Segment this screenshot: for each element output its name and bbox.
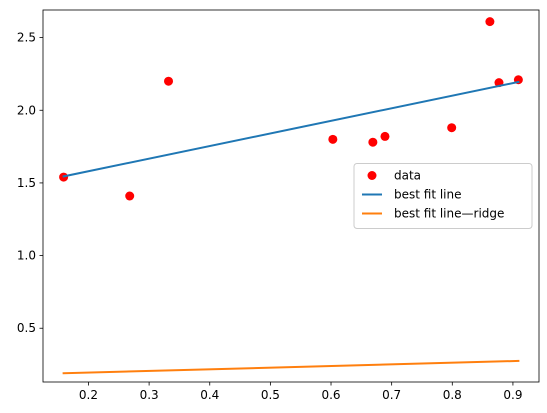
- x-tick-label: 0.7: [382, 388, 401, 402]
- x-tick-label: 0.8: [443, 388, 462, 402]
- x-tick-label: 0.6: [321, 388, 340, 402]
- x-tick-label: 0.3: [140, 388, 159, 402]
- y-tick-label: 1.5: [17, 176, 36, 190]
- x-tick-label: 0.5: [261, 388, 280, 402]
- x-tick-label: 0.2: [79, 388, 98, 402]
- legend-marker: [367, 171, 377, 180]
- series-layer: [59, 17, 523, 375]
- legend-box: [353, 163, 533, 229]
- data-point: [328, 134, 338, 144]
- y-tick-label: 0.5: [17, 321, 36, 335]
- data-point: [125, 191, 135, 201]
- data-point: [447, 123, 457, 133]
- ridge-fit-line: [62, 359, 520, 375]
- data-point: [485, 17, 495, 27]
- legend: data best fit line best fit line—ridge: [353, 163, 533, 229]
- x-tick-label: 0.9: [503, 388, 522, 402]
- x-tick-label: 0.4: [200, 388, 219, 402]
- data-point: [368, 137, 378, 147]
- y-tick-label: 1.0: [17, 249, 36, 263]
- plot-frame: [42, 9, 540, 383]
- legend-label: best fit line—ridge: [394, 207, 504, 221]
- y-tick-label: 2.5: [17, 31, 36, 45]
- y-tick-label: 2.0: [17, 103, 36, 117]
- best-fit-line: [62, 80, 520, 178]
- data-point: [380, 131, 390, 141]
- legend-label: data: [394, 169, 421, 183]
- legend-label: best fit line: [394, 188, 462, 202]
- axes-layer: 0.2 0.3 0.4 0.5 0.6 0.7 0.8 0.9 0.5 1.0 1.5 2.0 2.5: [17, 31, 523, 402]
- data-point: [164, 76, 174, 86]
